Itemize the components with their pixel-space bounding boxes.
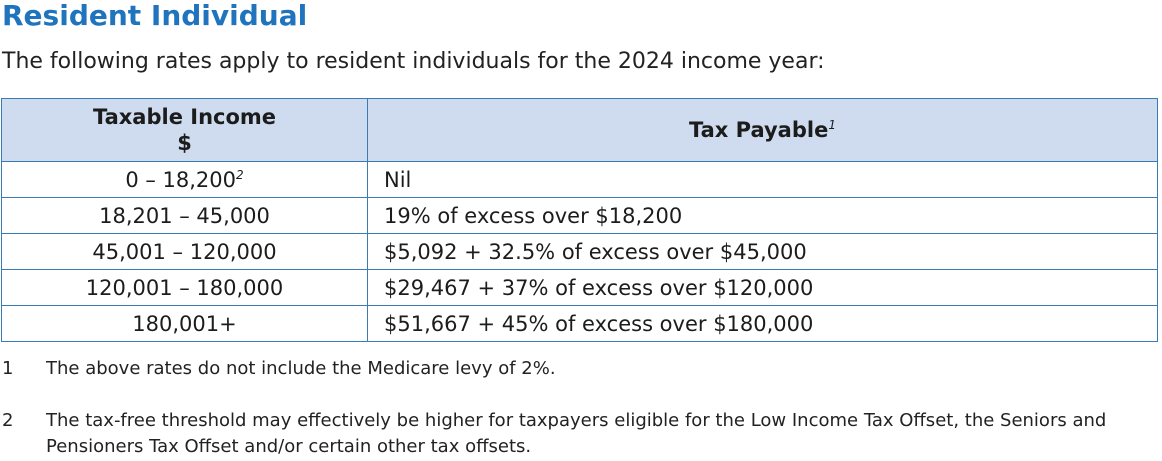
header-tax-footnote-ref: 1 xyxy=(828,118,836,132)
income-footnote-ref: 2 xyxy=(236,167,244,182)
header-tax-label: Tax Payable xyxy=(689,118,829,142)
footnote-1: 1 The above rates do not include the Med… xyxy=(2,356,1162,384)
tax-cell: $51,667 + 45% of excess over $180,000 xyxy=(367,305,1158,342)
income-range: 0 – 18,200 xyxy=(125,167,237,192)
income-cell: 120,001 – 180,000 xyxy=(1,269,368,306)
footnote-2: 2 The tax-free threshold may effectively… xyxy=(2,408,1162,460)
header-income-unit: $ xyxy=(177,131,192,155)
footnote-text: The tax-free threshold may effectively b… xyxy=(46,410,1107,457)
table-row: 180,001+ $51,667 + 45% of excess over $1… xyxy=(1,305,1158,342)
footnote-number: 1 xyxy=(2,358,14,379)
section-title: Resident Individual xyxy=(2,0,308,32)
income-cell: 0 – 18,2002 xyxy=(1,161,368,198)
tax-cell: 19% of excess over $18,200 xyxy=(367,197,1158,234)
table-row: 18,201 – 45,000 19% of excess over $18,2… xyxy=(1,197,1158,234)
header-income-label: Taxable Income xyxy=(92,105,277,129)
income-cell: 45,001 – 120,000 xyxy=(1,233,368,270)
tax-cell: Nil xyxy=(367,161,1158,198)
table-row: 120,001 – 180,000 $29,467 + 37% of exces… xyxy=(1,269,1158,306)
tax-cell: $29,467 + 37% of excess over $120,000 xyxy=(367,269,1158,306)
table-header-row: Taxable Income $ Tax Payable1 xyxy=(1,98,1158,162)
footnote-text: The above rates do not include the Medic… xyxy=(46,358,556,379)
tax-rates-table: Taxable Income $ Tax Payable1 0 – 18,200… xyxy=(1,98,1158,342)
header-taxable-income: Taxable Income $ xyxy=(1,98,368,162)
footnote-number: 2 xyxy=(2,410,14,431)
header-tax-payable: Tax Payable1 xyxy=(367,98,1158,162)
table-row: 0 – 18,2002 Nil xyxy=(1,161,1158,198)
income-cell: 18,201 – 45,000 xyxy=(1,197,368,234)
intro-text: The following rates apply to resident in… xyxy=(2,49,825,74)
tax-cell: $5,092 + 32.5% of excess over $45,000 xyxy=(367,233,1158,270)
table-row: 45,001 – 120,000 $5,092 + 32.5% of exces… xyxy=(1,233,1158,270)
income-cell: 180,001+ xyxy=(1,305,368,342)
